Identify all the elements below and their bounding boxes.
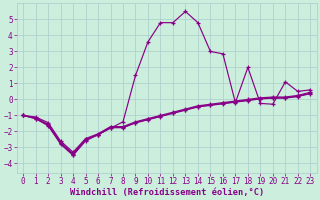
X-axis label: Windchill (Refroidissement éolien,°C): Windchill (Refroidissement éolien,°C)	[69, 188, 264, 197]
